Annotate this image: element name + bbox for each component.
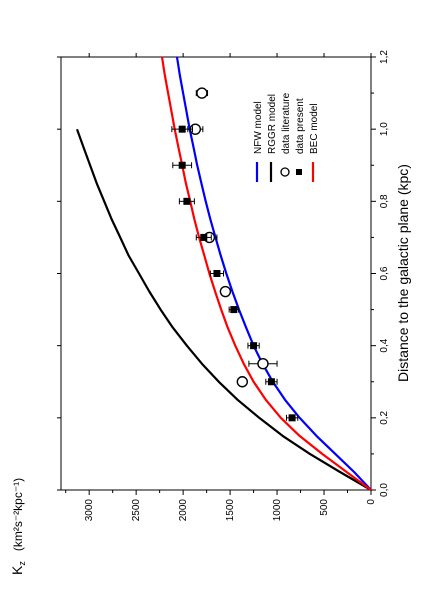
y-tick-label: 2500: [131, 499, 142, 522]
series-line-rggr-model: [75, 128, 372, 491]
axis-ticks: 0,0 0,2 0,4 0,6 0,8 1,0 1,2 0 500 1000 1500 2000 250…: [57, 50, 390, 522]
data-point-data-literature: [236, 376, 249, 388]
data-point-data-literature: [257, 358, 269, 370]
data-point-data-present: [178, 161, 186, 169]
data-point-data-present: [288, 414, 296, 422]
y-axis-title-units: (km²s⁻²kpc⁻¹): [11, 478, 25, 551]
legend-label-data-literature: data literature: [281, 92, 292, 154]
legend: NFW model RGGR model data literature data p…: [253, 92, 320, 182]
y-axis-title-sub: z: [17, 561, 27, 566]
y-axis-title: Kz (km²s⁻²kpc⁻¹): [9, 478, 27, 575]
y-tick-label: 2000: [178, 499, 189, 522]
x-tick-label: 0,4: [379, 338, 390, 352]
y-tick-label: 3000: [84, 499, 95, 522]
x-tick-label: 0,6: [379, 266, 390, 280]
data-point-data-present: [183, 197, 191, 205]
legend-label-bec-model: BEC model: [309, 103, 320, 154]
legend-key-data-literature: [280, 167, 290, 177]
legend-key-data-present: [296, 169, 302, 175]
data-point-data-literature: [196, 87, 208, 99]
legend-label-data-present: data present: [295, 98, 306, 154]
legend-label-nfw-model: NFW model: [253, 101, 264, 154]
marker-layer: [171, 87, 299, 422]
y-tick-label: 1000: [272, 499, 283, 522]
x-tick-label: 0,8: [379, 194, 390, 208]
data-point-data-present: [250, 342, 258, 350]
y-axis-title-main: K: [9, 565, 25, 575]
data-point-data-present: [200, 233, 208, 241]
data-point-data-present: [230, 306, 238, 314]
x-tick-label: 0,2: [379, 410, 390, 424]
x-tick-label: 1,0: [379, 122, 390, 136]
y-tick-label: 1500: [225, 499, 236, 522]
y-tick-label: 500: [319, 499, 330, 516]
y-tick-label: 0: [366, 499, 377, 505]
x-tick-label: 0,0: [379, 483, 390, 497]
x-axis-title: Distance to the galactic plane (kpc): [395, 164, 411, 382]
legend-label-rggr-model: RGGR model: [267, 94, 278, 154]
data-point-data-literature: [219, 285, 232, 298]
data-point-data-present: [213, 270, 221, 277]
data-point-data-present: [267, 378, 275, 386]
data-point-data-present: [178, 125, 186, 133]
x-tick-label: 1,2: [379, 50, 390, 64]
